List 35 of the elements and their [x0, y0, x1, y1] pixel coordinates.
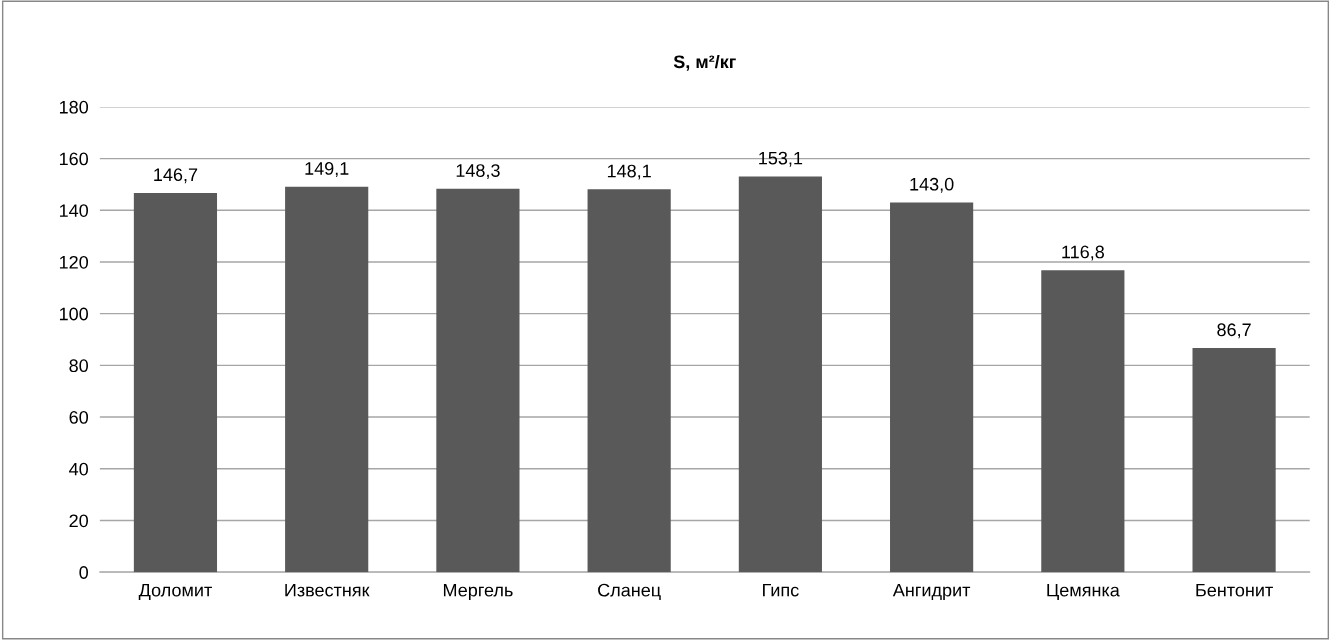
bar: [1192, 348, 1276, 573]
y-tick-label: 0: [79, 566, 89, 579]
data-label: 86,7: [1217, 323, 1251, 339]
data-label: 146,7: [154, 168, 198, 184]
y-tick-label: 100: [59, 307, 89, 321]
data-label: 153,1: [759, 151, 803, 167]
y-tick-label: 80: [69, 359, 89, 373]
x-tick-label: Сланец: [598, 583, 661, 600]
x-tick-label: Доломит: [138, 583, 212, 600]
bar: [436, 188, 520, 573]
data-label: 148,3: [456, 164, 500, 180]
data-label: 148,1: [607, 164, 651, 180]
data-label: 149,1: [305, 162, 349, 177]
y-tick-label: 20: [69, 514, 89, 528]
data-label: 143,0: [910, 177, 954, 193]
bar: [738, 176, 822, 573]
y-tick-label: 40: [69, 462, 89, 476]
y-tick-label: 140: [59, 204, 89, 217]
chart-title: S, м²/кг: [673, 54, 736, 71]
bar: [890, 202, 974, 573]
x-tick-label: Мергель: [443, 583, 513, 601]
x-tick-label: Известняк: [285, 583, 370, 597]
data-label: 116,8: [1062, 245, 1104, 261]
x-tick-label: Бентонит: [1196, 583, 1273, 597]
bar: [587, 189, 671, 573]
y-tick-label: 60: [69, 411, 89, 424]
bar: [1041, 270, 1125, 573]
x-tick-label: Ангидрит: [892, 583, 971, 601]
bar: [133, 192, 218, 573]
bar: [285, 186, 369, 573]
y-tick-label: 160: [59, 152, 89, 166]
x-tick-label: Гипс: [763, 583, 799, 597]
y-tick-label: 120: [59, 255, 89, 269]
y-tick-label: 180: [59, 100, 89, 114]
x-tick-label: Цемянка: [1047, 583, 1120, 600]
